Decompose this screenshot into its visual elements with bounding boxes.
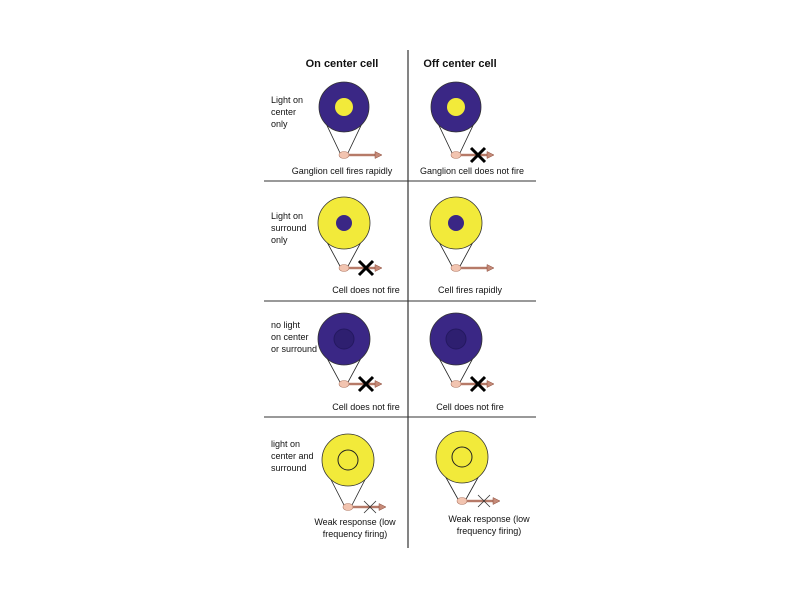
header-on-center: On center cell	[306, 58, 379, 70]
receptive-field-surround	[435, 430, 489, 484]
ganglion-soma	[450, 380, 462, 388]
row-label: or surround	[271, 344, 317, 354]
receptive-field-center	[337, 449, 359, 471]
ganglion-soma	[456, 497, 468, 505]
ganglion-soma	[338, 380, 350, 388]
row-label: surround	[271, 223, 307, 233]
receptive-field-surround	[321, 433, 375, 487]
weak-fire-x-icon	[477, 494, 491, 508]
axon-arrowhead	[486, 264, 495, 272]
weak-fire-x-icon	[363, 500, 377, 514]
off-caption: Ganglion cell does not fire	[420, 166, 524, 176]
row-label: center	[271, 107, 296, 117]
row-label: only	[271, 235, 288, 245]
receptive-field-center	[336, 215, 352, 231]
row-label: on center	[271, 332, 309, 342]
off-caption: Cell does not fire	[436, 402, 504, 412]
ganglion-soma	[450, 151, 462, 159]
ganglion-soma	[450, 264, 462, 272]
ganglion-soma	[342, 503, 354, 511]
axon-arrowhead	[378, 503, 387, 511]
row-label: center and	[271, 451, 314, 461]
row-label: no light	[271, 320, 301, 330]
row-label: Light on	[271, 95, 303, 105]
axon-arrowhead	[486, 151, 495, 159]
row-label: Light on	[271, 211, 303, 221]
row-label: light on	[271, 439, 300, 449]
on-caption: Weak response (low	[314, 517, 396, 527]
axon-arrowhead	[486, 380, 495, 388]
off-caption: Weak response (low	[448, 514, 530, 524]
on-caption: Cell does not fire	[332, 402, 400, 412]
receptive-field-center	[448, 215, 464, 231]
receptive-field-center	[445, 328, 467, 350]
on-caption: Cell does not fire	[332, 285, 400, 295]
axon-arrowhead	[492, 497, 501, 505]
on-caption: Ganglion cell fires rapidly	[292, 166, 393, 176]
off-caption: Cell fires rapidly	[438, 285, 503, 295]
receptive-field-center	[451, 446, 473, 468]
no-fire-x-icon	[469, 375, 487, 393]
axon-arrowhead	[374, 380, 383, 388]
on-caption: frequency firing)	[323, 529, 388, 539]
axon-arrowhead	[374, 264, 383, 272]
off-caption: frequency firing)	[457, 526, 522, 536]
header-off-center: Off center cell	[423, 58, 496, 70]
ganglion-soma	[338, 151, 350, 159]
no-fire-x-icon	[357, 259, 375, 277]
ganglion-soma	[338, 264, 350, 272]
row-label: only	[271, 119, 288, 129]
receptive-field-center	[447, 98, 465, 116]
no-fire-x-icon	[469, 146, 487, 164]
no-fire-x-icon	[357, 375, 375, 393]
row-label: surround	[271, 463, 307, 473]
receptive-field-center	[335, 98, 353, 116]
receptive-field-center	[333, 328, 355, 350]
axon-arrowhead	[374, 151, 383, 159]
